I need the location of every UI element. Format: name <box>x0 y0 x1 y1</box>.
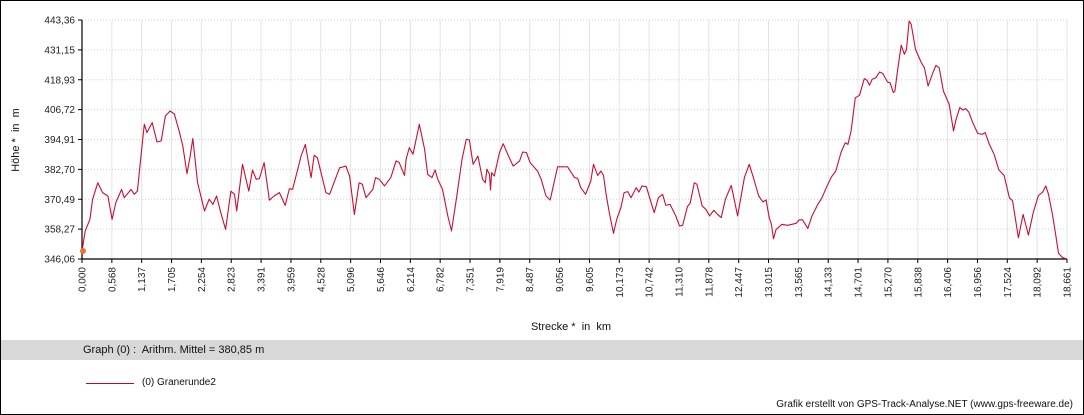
y-tick-label: 431,15 <box>44 45 75 56</box>
legend-swatch <box>86 383 134 384</box>
y-tick-label: 443,36 <box>44 16 75 27</box>
x-tick-label: 10,173 <box>615 267 626 298</box>
x-tick-label: 6,214 <box>406 267 417 292</box>
y-axis-title: Höhe * in m <box>10 108 22 172</box>
x-tick-label: 0,000 <box>78 267 89 292</box>
plot-area: 0,000 0,568 1,137 1,705 2,254 2,823 3,391 3,959… <box>44 16 1074 298</box>
x-tick-label: 11,310 <box>674 267 685 297</box>
x-tick-label: 9,605 <box>585 267 596 292</box>
y-tick-label: 394,91 <box>44 135 75 146</box>
x-tick-label: 10,742 <box>645 267 656 298</box>
x-tick-label: 1,705 <box>167 267 178 292</box>
x-tick-label: 4,528 <box>316 267 327 292</box>
x-tick-label: 18,661 <box>1063 267 1074 298</box>
y-tick-label: 370,49 <box>44 195 75 206</box>
x-tick-label: 8,487 <box>525 267 536 292</box>
x-tick-label: 16,956 <box>973 267 984 298</box>
x-tick-label: 5,646 <box>376 267 387 292</box>
y-tick-label: 418,93 <box>44 75 75 86</box>
mean-stat: Graph (0) : Arithm. Mittel = 380,85 m <box>83 344 265 356</box>
x-tick-label: 1,137 <box>137 267 148 292</box>
x-tick-label: 17,524 <box>1003 267 1014 298</box>
x-tick-label: 2,254 <box>197 267 208 292</box>
y-tick-label: 406,72 <box>44 105 75 116</box>
y-tick-label: 346,06 <box>44 255 75 266</box>
x-tick-label: 7,919 <box>495 267 506 292</box>
legend-label: (0) Granerunde2 <box>142 377 216 388</box>
x-tick-label: 7,351 <box>466 267 477 292</box>
x-tick-label: 18,092 <box>1033 267 1044 298</box>
x-tick-label: 13,565 <box>794 267 805 298</box>
credit-text: Grafik erstellt von GPS-Track-Analyse.NE… <box>776 399 1073 410</box>
x-tick-label: 2,823 <box>227 267 238 292</box>
y-tick-label: 358,27 <box>44 225 75 236</box>
x-tick-label: 3,959 <box>286 267 297 292</box>
x-tick-label: 6,782 <box>436 267 447 292</box>
y-tick-label: 382,70 <box>44 165 75 176</box>
x-tick-label: 13,015 <box>764 267 775 298</box>
x-tick-label: 14,133 <box>824 267 835 298</box>
x-tick-label: 16,406 <box>943 267 954 298</box>
x-tick-label: 5,096 <box>346 267 357 292</box>
start-marker <box>80 248 86 255</box>
series-line <box>81 20 1067 260</box>
stats-band: Graph (0) : Arithm. Mittel = 380,85 m <box>1 340 1083 360</box>
x-tick-label: 9,056 <box>555 267 566 292</box>
x-tick-label: 12,447 <box>734 267 745 298</box>
x-tick-label: 0,568 <box>107 267 118 292</box>
x-tick-label: 15,270 <box>883 267 894 298</box>
x-tick-label: 11,878 <box>704 267 715 297</box>
x-tick-label: 14,701 <box>854 267 865 298</box>
x-axis-title: Strecke * in km <box>530 321 612 333</box>
x-tick-label: 3,391 <box>257 267 268 292</box>
x-tick-label: 15,838 <box>913 267 924 298</box>
